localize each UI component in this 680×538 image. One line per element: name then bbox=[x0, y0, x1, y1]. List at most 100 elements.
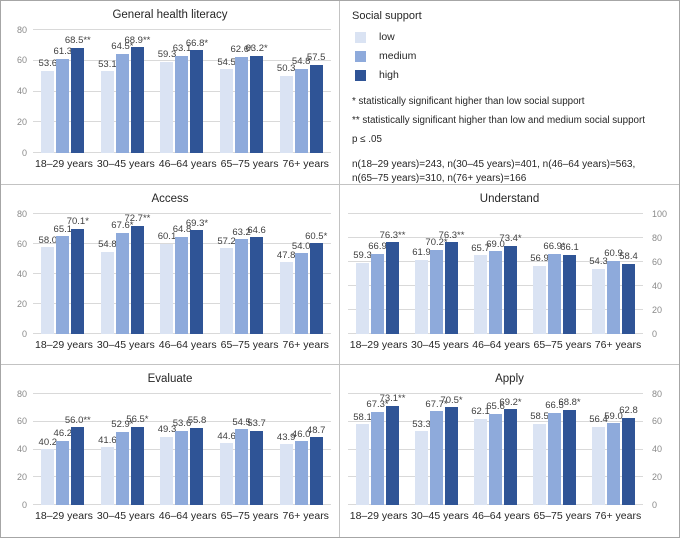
bar-value-label: 70.5* bbox=[440, 394, 463, 406]
bar bbox=[279, 444, 293, 505]
bar bbox=[71, 228, 85, 334]
bar-value-label: 69.0 bbox=[486, 238, 505, 250]
bar-group: 47.8 54.0 60.5* bbox=[277, 214, 327, 334]
gridline bbox=[33, 420, 331, 422]
bar-value-label: 67.7* bbox=[425, 398, 448, 410]
bar bbox=[130, 426, 144, 505]
bar-medium: 64.5* bbox=[111, 30, 133, 153]
axis-tick-label: 20 bbox=[652, 471, 663, 482]
category-label: 46–64 years bbox=[158, 510, 217, 522]
bar-medium: 65.6 bbox=[486, 394, 505, 505]
bar bbox=[71, 47, 85, 153]
bar-groups: 58.1 67.3* 73.1** 53.3 67.7* 70.5* 62.1 65.6 69.… bbox=[348, 394, 643, 505]
bar-high: 69.2* bbox=[499, 394, 522, 505]
axis-tick-label: 60 bbox=[652, 256, 663, 267]
bar bbox=[504, 409, 517, 505]
bar-value-label: 55.8 bbox=[187, 415, 207, 427]
medium-color-swatch bbox=[355, 50, 366, 62]
bar-low: 54.8 bbox=[98, 214, 117, 334]
bar-medium: 60.9 bbox=[604, 214, 623, 334]
bar bbox=[309, 64, 323, 153]
bar bbox=[533, 265, 546, 334]
axis-tick-label: 80 bbox=[16, 388, 27, 399]
plot: 58.0 65.1 70.1* 54.8 67.6* 72.7** 60.1 64.8 69.3… bbox=[33, 213, 331, 334]
bar-medium: 61.3 bbox=[54, 30, 72, 153]
bar bbox=[100, 251, 114, 334]
chart-body: 0 20 40 60 80 40.2 46.2 56.0** 41.6 52.9* 56.5* 49.… bbox=[9, 389, 331, 535]
bar-value-label: 56.0** bbox=[64, 414, 91, 426]
bar-high: 69.3* bbox=[186, 214, 208, 334]
category-labels: 18–29 years 30–45 years 46–64 years 65–75 y… bbox=[33, 505, 331, 522]
bar bbox=[56, 440, 70, 505]
chart-title: Access bbox=[151, 193, 189, 205]
bar-value-label: 60.1 bbox=[157, 231, 177, 243]
bar-value-label: 54.5 bbox=[217, 56, 236, 68]
category-label: 76+ years bbox=[282, 339, 329, 351]
bar-group: 56.4 59.0 62.8 bbox=[589, 394, 638, 505]
bar-value-label: 64.5* bbox=[111, 41, 134, 53]
bar bbox=[235, 56, 249, 153]
bar-value-label: 76.3** bbox=[379, 229, 406, 241]
bar-value-label: 59.3 bbox=[353, 250, 372, 262]
bar-low: 58.5 bbox=[530, 394, 549, 505]
bar bbox=[71, 427, 85, 505]
bar bbox=[592, 268, 605, 334]
bar-value-label: 40.2 bbox=[38, 436, 58, 448]
bar bbox=[294, 253, 308, 334]
bar-medium: 54.8 bbox=[292, 30, 310, 153]
category-label: 65–75 years bbox=[533, 339, 592, 351]
axis-tick-label: 20 bbox=[16, 471, 27, 482]
bar-value-label: 53.7 bbox=[247, 418, 266, 429]
axis-tick-label: 0 bbox=[652, 328, 658, 339]
bar-value-label: 53.1 bbox=[98, 58, 117, 70]
plot: 58.1 67.3* 73.1** 53.3 67.7* 70.5* 62.1 65.6 69.… bbox=[348, 393, 643, 505]
bar-groups: 40.2 46.2 56.0** 41.6 52.9* 56.5* 49.3 53.6 55.8… bbox=[33, 394, 331, 505]
bar-value-label: 53.6 bbox=[172, 418, 192, 430]
y-axis: 0 20 40 60 80 bbox=[643, 389, 671, 509]
bar-value-label: 46.2 bbox=[53, 428, 73, 440]
bar-medium: 54.0 bbox=[292, 214, 310, 334]
bar bbox=[489, 413, 502, 505]
bar-group: 50.3 54.8 57.5 bbox=[276, 30, 325, 153]
bar bbox=[504, 245, 517, 334]
bar-value-label: 64.8 bbox=[172, 224, 192, 236]
bar-value-label: 68.8* bbox=[558, 397, 581, 409]
bar bbox=[548, 412, 561, 505]
bar-medium: 63.2 bbox=[232, 214, 251, 334]
bar-low: 43.9 bbox=[277, 394, 295, 505]
bar-high: 58.4 bbox=[619, 214, 638, 334]
bar-high: 66.1 bbox=[560, 214, 579, 334]
chart-body: 0 20 40 60 80 53.6 61.3 68.5** 53.1 64.5* 68.9** 59… bbox=[9, 25, 331, 182]
bar-group: 44.6 54.5 53.7 bbox=[217, 394, 266, 505]
bar-high: 68.5** bbox=[65, 30, 91, 153]
axis-tick-label: 40 bbox=[16, 268, 27, 279]
bar-high: 64.6 bbox=[247, 214, 266, 334]
bar-group: 59.3 63.1 66.8* bbox=[158, 30, 208, 153]
axis-tick-label: 0 bbox=[21, 499, 27, 510]
bar-groups: 59.3 66.9 76.3** 61.9 70.2* 76.3** 65.7 69.0 73.… bbox=[348, 214, 643, 334]
panel-access: Access 0 20 40 60 80 58.0 65.1 70.1* 54.8 67.6* 72… bbox=[1, 185, 340, 365]
axis-tick-label: 40 bbox=[16, 86, 27, 96]
bar-value-label: 62.6* bbox=[230, 44, 253, 56]
category-label: 65–75 years bbox=[220, 510, 279, 522]
bar-medium: 65.1 bbox=[54, 214, 72, 334]
bar bbox=[56, 236, 70, 334]
bar-value-label: 61.3 bbox=[53, 46, 73, 58]
bar bbox=[371, 253, 384, 334]
bar-group: 61.9 70.2* 76.3** bbox=[412, 214, 464, 334]
bar-high: 76.3** bbox=[380, 214, 405, 334]
bar-value-label: 50.3 bbox=[276, 63, 296, 75]
bar-high: 63.2* bbox=[245, 30, 268, 153]
bar-low: 59.3 bbox=[158, 30, 176, 153]
chart-body: 58.1 67.3* 73.1** 53.3 67.7* 70.5* 62.1 65.6 69.… bbox=[348, 389, 671, 535]
panel-general-health-literacy: General health literacy 0 20 40 60 80 53.6 61.… bbox=[1, 1, 340, 185]
plot-area: 53.6 61.3 68.5** 53.1 64.5* 68.9** 59.3 63.1 66.… bbox=[33, 29, 331, 170]
bar-high: 57.5 bbox=[307, 30, 325, 153]
chart-body: 59.3 66.9 76.3** 61.9 70.2* 76.3** 65.7 69.0 73.… bbox=[348, 209, 671, 362]
bar-medium: 64.8 bbox=[173, 214, 191, 334]
category-labels: 18–29 years 30–45 years 46–64 years 65–75 y… bbox=[33, 153, 331, 170]
chart-title: Apply bbox=[495, 373, 524, 385]
bar-low: 62.1 bbox=[471, 394, 490, 505]
sample-size-line: n(18–29 years)=243, n(30–45 years)=401, … bbox=[352, 159, 636, 170]
bar-group: 62.1 65.6 69.2* bbox=[471, 394, 522, 505]
